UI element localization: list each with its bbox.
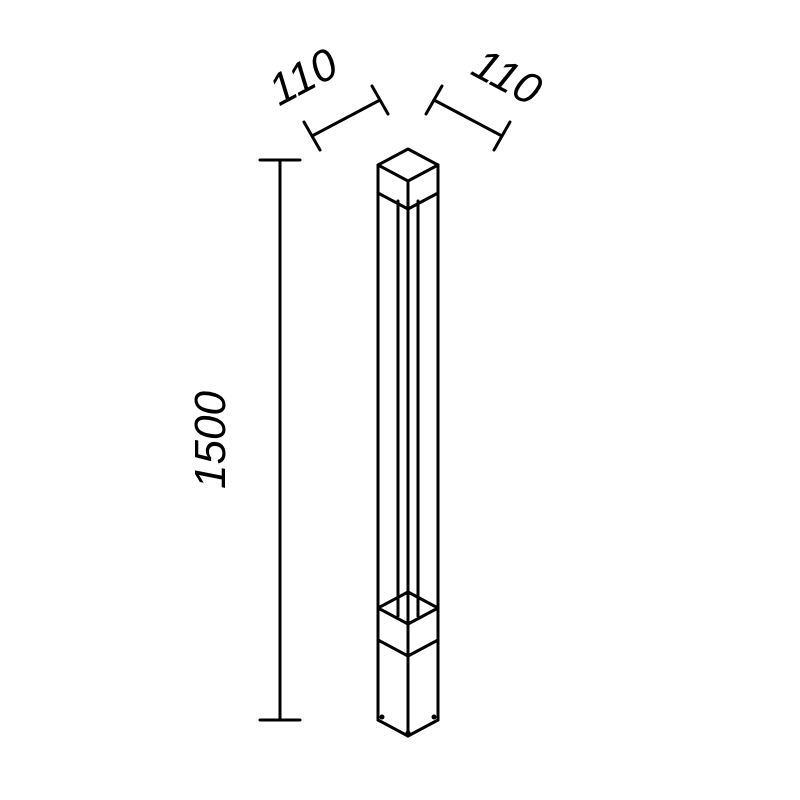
dim-height-label: 1500 [186, 391, 235, 489]
dim-height: 1500 [186, 160, 300, 720]
dim-width-left: 110 [261, 39, 388, 150]
technical-drawing: 1500 110 110 [0, 0, 800, 800]
dim-width-left-label: 110 [261, 39, 346, 115]
pillar [378, 149, 438, 736]
dim-width-right-label: 110 [464, 39, 549, 115]
dim-width-right: 110 [426, 39, 550, 150]
